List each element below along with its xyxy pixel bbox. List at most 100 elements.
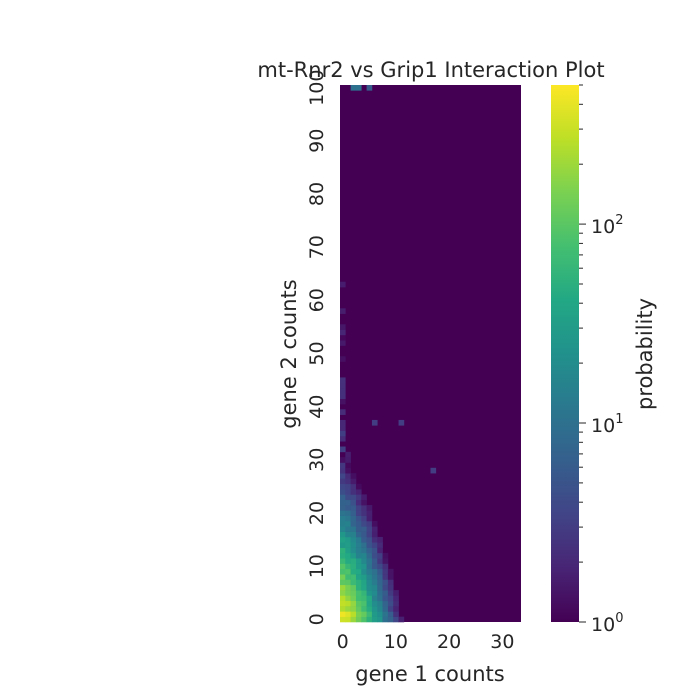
heatmap-cell — [377, 536, 383, 543]
x-tick-label: 10 — [384, 631, 408, 653]
heatmap-cell — [387, 595, 394, 602]
x-tick-label: 30 — [490, 631, 514, 653]
x-axis-label: gene 1 counts — [355, 662, 504, 686]
heatmap-cell — [361, 499, 367, 506]
colorbar — [551, 85, 579, 622]
heatmap-cell — [340, 388, 346, 394]
heatmap-cell — [340, 382, 346, 389]
heatmap-cell — [340, 611, 346, 617]
heatmap-cell — [345, 616, 351, 623]
heatmap-cell — [340, 590, 346, 596]
heatmap-cell — [371, 552, 378, 559]
y-tick-label: 10 — [306, 554, 328, 578]
heatmap-cell — [371, 536, 378, 543]
heatmap-cell — [350, 526, 357, 532]
colorbar-tick-label: 102 — [591, 213, 623, 238]
heatmap-cell — [345, 483, 351, 490]
heatmap-cell — [340, 552, 346, 559]
heatmap-cell — [350, 574, 357, 580]
heatmap-cell — [340, 542, 346, 548]
heatmap-cell — [355, 536, 362, 543]
heatmap-cell — [350, 494, 357, 501]
heatmap-cell — [350, 531, 357, 538]
heatmap-cell — [345, 499, 351, 506]
heatmap-cell — [355, 568, 362, 575]
y-tick-label: 100 — [306, 70, 328, 106]
heatmap-cell — [361, 547, 367, 554]
heatmap-cell — [371, 590, 378, 596]
heatmap-cell — [377, 558, 383, 564]
heatmap-cell — [340, 446, 346, 453]
heatmap-cell — [371, 574, 378, 580]
heatmap-cell — [355, 558, 362, 564]
heatmap-cell — [382, 600, 389, 607]
heatmap-cell — [355, 547, 362, 554]
heatmap-cell — [340, 393, 346, 399]
heatmap-cell — [350, 85, 357, 91]
y-tick-label: 0 — [306, 613, 328, 625]
y-tick-label: 20 — [306, 501, 328, 525]
heatmap-cell — [355, 584, 362, 591]
heatmap-cell — [345, 558, 351, 564]
heatmap-cell — [377, 547, 383, 554]
heatmap-cell — [355, 526, 362, 532]
heatmap-cell — [355, 85, 362, 91]
heatmap-cell — [340, 308, 346, 314]
heatmap-cell — [382, 606, 389, 612]
heatmap-cell — [350, 483, 357, 490]
heatmap-cell — [366, 595, 373, 602]
heatmap-cell — [366, 558, 373, 564]
heatmap-cell — [340, 340, 346, 346]
x-tick-label: 0 — [337, 631, 349, 653]
heatmap-cells — [340, 85, 521, 623]
heatmap-cell — [355, 616, 362, 623]
heatmap-cell — [340, 579, 346, 586]
heatmap-cell — [345, 611, 351, 617]
heatmap-cell — [371, 563, 378, 570]
heatmap-cell — [340, 489, 346, 495]
heatmap-cell — [350, 611, 357, 617]
heatmap-cell — [350, 563, 357, 570]
heatmap-cell — [382, 568, 389, 575]
heatmap-cell — [361, 600, 367, 607]
heatmap-cell — [387, 590, 394, 596]
heatmap-cell — [361, 595, 367, 602]
heatmap-cell — [366, 536, 373, 543]
heatmap-cell — [340, 600, 346, 607]
heatmap-cell — [377, 563, 383, 570]
heatmap-cell — [387, 579, 394, 586]
heatmap-cell — [340, 526, 346, 532]
y-tick-label: 90 — [306, 129, 328, 153]
heatmap-cell — [340, 574, 346, 580]
y-tick-label: 40 — [306, 395, 328, 419]
heatmap-cell — [345, 451, 351, 458]
heatmap-cell — [340, 520, 346, 527]
heatmap-cell — [366, 547, 373, 554]
heatmap-cell — [355, 499, 362, 506]
heatmap-cell — [366, 552, 373, 559]
heatmap-cell — [361, 590, 367, 596]
heatmap-cell — [366, 542, 373, 548]
y-tick-label: 70 — [306, 235, 328, 259]
heatmap-cell — [340, 478, 346, 485]
heatmap-cell — [371, 616, 378, 623]
heatmap-cell — [350, 499, 357, 506]
heatmap-cell — [340, 606, 346, 612]
heatmap-cell — [382, 574, 389, 580]
heatmap-cell — [345, 478, 351, 485]
heatmap-cell — [361, 568, 367, 575]
heatmap-cell — [340, 547, 346, 554]
heatmap-cell — [345, 579, 351, 586]
heatmap-cell — [361, 611, 367, 617]
heatmap-cell — [345, 600, 351, 607]
heatmap-cell — [345, 574, 351, 580]
heatmap-cell — [366, 526, 373, 532]
heatmap-cell — [340, 505, 346, 511]
heatmap-cell — [355, 531, 362, 538]
y-axis-ticks: 0 10 20 30 40 50 60 70 80 90 100 — [306, 70, 328, 626]
heatmap-cell — [345, 510, 351, 516]
heatmap-cell — [350, 584, 357, 591]
heatmap-cell — [361, 536, 367, 543]
heatmap-cell — [350, 579, 357, 586]
heatmap-cell — [377, 574, 383, 580]
